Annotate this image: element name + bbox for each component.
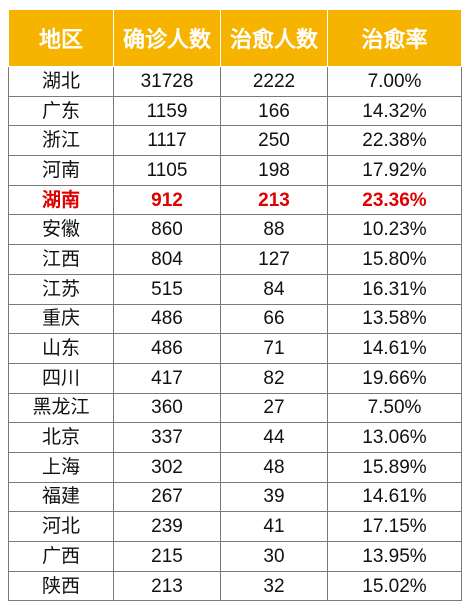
region-cell: 江西	[8, 244, 114, 275]
cured-cell: 39	[220, 481, 328, 513]
confirmed-cell: 417	[113, 362, 221, 394]
cured-cell: 84	[220, 273, 328, 305]
confirmed-cell: 486	[113, 303, 221, 335]
region-cell: 浙江	[8, 125, 114, 157]
cured-cell: 88	[220, 214, 328, 246]
table-row: 广西 215 30 13.95%	[8, 541, 462, 572]
table-row: 福建 267 39 14.61%	[8, 481, 462, 513]
region-cell: 湖南	[8, 184, 114, 216]
table-row: 河北 239 41 17.15%	[8, 511, 462, 542]
cure-rate-cell: 23.36%	[327, 184, 462, 216]
header-cure-rate: 治愈率	[327, 9, 462, 67]
table-row: 江西 804 127 15.80%	[8, 244, 462, 275]
region-cell: 黑龙江	[8, 392, 114, 424]
confirmed-cell: 302	[113, 451, 221, 483]
cured-cell: 82	[220, 362, 328, 394]
region-cell: 江苏	[8, 273, 114, 305]
table-row: 河南 1105 198 17.92%	[8, 155, 462, 186]
region-cell: 上海	[8, 451, 114, 483]
cure-rate-cell: 17.92%	[327, 155, 462, 186]
table-row: 陕西 213 32 15.02%	[8, 570, 462, 601]
region-cell: 广西	[8, 541, 114, 572]
header-cured: 治愈人数	[220, 9, 328, 67]
table-row: 重庆 486 66 13.58%	[8, 303, 462, 335]
confirmed-cell: 912	[113, 184, 221, 216]
confirmed-cell: 515	[113, 273, 221, 305]
confirmed-cell: 1159	[113, 95, 221, 127]
cure-rate-cell: 13.58%	[327, 303, 462, 335]
cured-cell: 41	[220, 511, 328, 542]
confirmed-cell: 213	[113, 570, 221, 601]
page: 地区 确诊人数 治愈人数 治愈率 湖北 31728 2222 7.00% 广东 1159 1…	[8, 9, 462, 601]
cure-rate-cell: 22.38%	[327, 125, 462, 157]
confirmed-cell: 31728	[113, 66, 221, 97]
cure-rate-cell: 7.50%	[327, 392, 462, 424]
table-row: 安徽 860 88 10.23%	[8, 214, 462, 246]
table-row: 浙江 1117 250 22.38%	[8, 125, 462, 157]
confirmed-cell: 215	[113, 541, 221, 572]
table-row: 湖南 912 213 23.36%	[8, 184, 462, 216]
cure-rate-cell: 15.02%	[327, 570, 462, 601]
confirmed-cell: 486	[113, 333, 221, 364]
cure-rate-cell: 19.66%	[327, 362, 462, 394]
cure-rate-cell: 13.95%	[327, 541, 462, 572]
cure-rate-cell: 15.89%	[327, 451, 462, 483]
confirmed-cell: 860	[113, 214, 221, 246]
confirmed-cell: 1105	[113, 155, 221, 186]
cure-rate-cell: 16.31%	[327, 273, 462, 305]
confirmed-cell: 267	[113, 481, 221, 513]
cured-cell: 27	[220, 392, 328, 424]
table-body: 湖北 31728 2222 7.00% 广东 1159 166 14.32% 浙江 1117 250…	[8, 66, 462, 601]
region-cell: 福建	[8, 481, 114, 513]
cured-cell: 127	[220, 244, 328, 275]
table-row: 北京 337 44 13.06%	[8, 422, 462, 453]
region-cell: 河南	[8, 155, 114, 186]
cure-rate-cell: 7.00%	[327, 66, 462, 97]
table-row: 广东 1159 166 14.32%	[8, 95, 462, 127]
cure-rate-cell: 17.15%	[327, 511, 462, 542]
table-row: 江苏 515 84 16.31%	[8, 273, 462, 305]
cure-rate-cell: 14.61%	[327, 481, 462, 513]
cure-rate-cell: 14.61%	[327, 333, 462, 364]
cured-cell: 198	[220, 155, 328, 186]
region-cell: 河北	[8, 511, 114, 542]
cured-cell: 71	[220, 333, 328, 364]
region-cell: 四川	[8, 362, 114, 394]
confirmed-cell: 337	[113, 422, 221, 453]
cured-cell: 2222	[220, 66, 328, 97]
region-cell: 陕西	[8, 570, 114, 601]
region-cell: 安徽	[8, 214, 114, 246]
region-cell: 湖北	[8, 66, 114, 97]
cured-cell: 32	[220, 570, 328, 601]
cured-cell: 166	[220, 95, 328, 127]
table-row: 四川 417 82 19.66%	[8, 362, 462, 394]
confirmed-cell: 1117	[113, 125, 221, 157]
region-cell: 山东	[8, 333, 114, 364]
cured-cell: 213	[220, 184, 328, 216]
confirmed-cell: 804	[113, 244, 221, 275]
cured-cell: 44	[220, 422, 328, 453]
cure-rate-cell: 13.06%	[327, 422, 462, 453]
cured-cell: 66	[220, 303, 328, 335]
table-row: 黑龙江 360 27 7.50%	[8, 392, 462, 424]
table-row: 山东 486 71 14.61%	[8, 333, 462, 364]
header-confirmed: 确诊人数	[113, 9, 221, 67]
cure-rate-cell: 10.23%	[327, 214, 462, 246]
recovery-table: 地区 确诊人数 治愈人数 治愈率 湖北 31728 2222 7.00% 广东 1159 1…	[8, 9, 462, 601]
region-cell: 重庆	[8, 303, 114, 335]
cure-rate-cell: 15.80%	[327, 244, 462, 275]
table-row: 湖北 31728 2222 7.00%	[8, 66, 462, 97]
confirmed-cell: 239	[113, 511, 221, 542]
confirmed-cell: 360	[113, 392, 221, 424]
header-region: 地区	[8, 9, 114, 67]
region-cell: 北京	[8, 422, 114, 453]
cured-cell: 48	[220, 451, 328, 483]
table-row: 上海 302 48 15.89%	[8, 451, 462, 483]
cured-cell: 250	[220, 125, 328, 157]
cured-cell: 30	[220, 541, 328, 572]
region-cell: 广东	[8, 95, 114, 127]
header-row: 地区 确诊人数 治愈人数 治愈率	[8, 9, 462, 67]
cure-rate-cell: 14.32%	[327, 95, 462, 127]
